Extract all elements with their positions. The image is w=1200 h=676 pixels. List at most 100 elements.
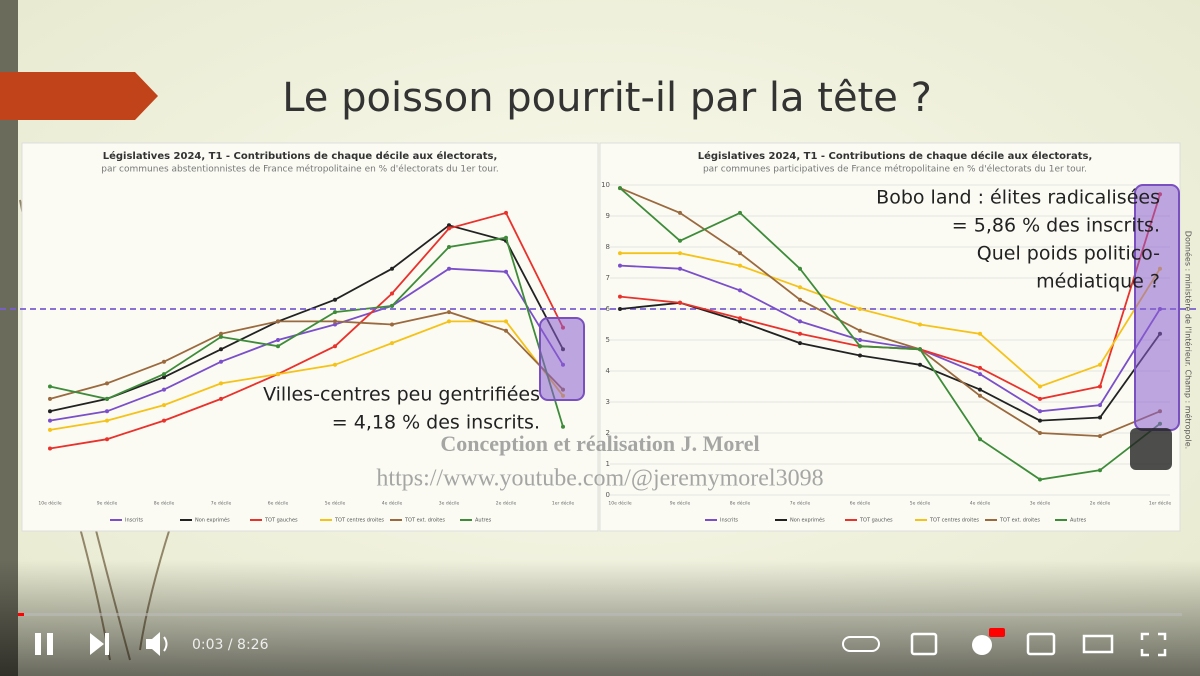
y-tick-label: 5: [606, 336, 610, 344]
legend-label: Inscrits: [125, 518, 143, 524]
next-button[interactable]: [90, 633, 109, 655]
point: [738, 251, 742, 256]
point: [390, 303, 394, 308]
theater-button[interactable]: [1082, 634, 1114, 654]
point: [678, 238, 682, 243]
point: [858, 344, 862, 349]
settings-button[interactable]: [972, 635, 992, 655]
x-tick-label: 10e décile: [608, 500, 632, 507]
legend-label: TOT centres droites: [334, 518, 384, 524]
x-tick-label: 9e décile: [97, 500, 118, 507]
subtitles-button[interactable]: [910, 632, 938, 656]
point: [1098, 468, 1102, 473]
slide-title: Le poisson pourrit-il par la tête ?: [282, 75, 932, 121]
point: [618, 307, 622, 311]
point: [738, 210, 742, 215]
point: [1098, 415, 1102, 420]
point: [105, 437, 109, 442]
point: [504, 269, 508, 274]
point: [447, 310, 451, 315]
point: [978, 437, 982, 442]
chart-subtitle: par communes participatives de France mé…: [703, 164, 1087, 175]
point: [105, 409, 109, 414]
point: [1038, 384, 1042, 389]
point: [162, 403, 166, 408]
autoplay-toggle[interactable]: [842, 636, 880, 652]
expand-button[interactable]: [1130, 428, 1172, 470]
progress-track[interactable]: [18, 613, 1182, 616]
point: [504, 235, 508, 240]
x-tick-label: 3e décile: [1030, 500, 1051, 507]
legend-label: TOT gauches: [264, 518, 298, 524]
x-tick-label: 1er décile: [552, 500, 575, 507]
x-tick-label: 9e décile: [670, 500, 691, 507]
series-line: [619, 301, 1161, 422]
x-tick-label: 1er décile: [1149, 500, 1172, 507]
point: [276, 344, 280, 349]
point: [447, 245, 451, 249]
point: [1038, 396, 1042, 401]
point: [333, 344, 337, 349]
x-tick-label: 5e décile: [910, 500, 931, 507]
y-tick-label: 10: [601, 181, 610, 189]
title-arrow: [0, 72, 158, 120]
miniplayer-button[interactable]: [1026, 632, 1056, 656]
point: [798, 331, 802, 336]
series-line: [49, 311, 564, 400]
point: [219, 381, 223, 386]
x-tick-label: 8e décile: [154, 500, 175, 507]
point: [447, 319, 451, 324]
pause-button[interactable]: [35, 633, 53, 655]
x-tick-label: 7e décile: [211, 500, 232, 507]
y-tick-label: 1: [606, 460, 610, 468]
x-tick-label: 6e décile: [850, 500, 871, 507]
point: [1098, 362, 1102, 367]
point: [738, 263, 742, 268]
point: [333, 297, 337, 302]
legend-label: Inscrits: [720, 518, 738, 524]
volume-button[interactable]: [146, 632, 168, 656]
point: [219, 396, 223, 401]
point: [738, 288, 742, 293]
annotation: Villes-centres peu gentrifiées: [263, 384, 540, 406]
legend-label: TOT ext. droites: [999, 518, 1040, 524]
annotation: Quel poids politico-: [977, 243, 1160, 265]
legend-label: TOT gauches: [859, 518, 893, 524]
point: [162, 418, 166, 423]
point: [858, 307, 862, 311]
chart-title: Législatives 2024, T1 - Contributions de…: [103, 150, 498, 162]
fullscreen-button[interactable]: [1140, 632, 1167, 657]
series-line: [619, 264, 1161, 413]
point: [618, 294, 622, 299]
point: [561, 424, 565, 429]
point: [504, 210, 508, 215]
legend-label: Autres: [1070, 518, 1087, 524]
annotation: = 5,86 % des inscrits.: [952, 215, 1160, 237]
y-tick-label: 7: [606, 274, 610, 282]
point: [978, 372, 982, 377]
y-tick-label: 0: [606, 491, 610, 499]
legend-label: Non exprimés: [195, 517, 230, 524]
legend-label: Non exprimés: [790, 517, 825, 524]
point: [1038, 418, 1042, 423]
point: [276, 338, 280, 342]
x-tick-label: 3e décile: [439, 500, 460, 507]
point: [390, 266, 394, 271]
x-tick-label: 8e décile: [730, 500, 751, 507]
y-tick-label: 2: [606, 429, 610, 437]
controls: 0:03 / 8:26: [35, 628, 1167, 657]
annotation: = 4,18 % des inscrits.: [332, 412, 540, 434]
point: [798, 297, 802, 302]
charts: Législatives 2024, T1 - Contributions de…: [0, 150, 1200, 524]
point: [858, 328, 862, 333]
point: [678, 300, 682, 305]
point: [162, 359, 166, 364]
point: [678, 210, 682, 215]
point: [390, 291, 394, 296]
point: [333, 322, 337, 327]
point: [105, 418, 109, 423]
chart-panel: [21, 142, 599, 532]
legend-label: Autres: [475, 518, 492, 524]
